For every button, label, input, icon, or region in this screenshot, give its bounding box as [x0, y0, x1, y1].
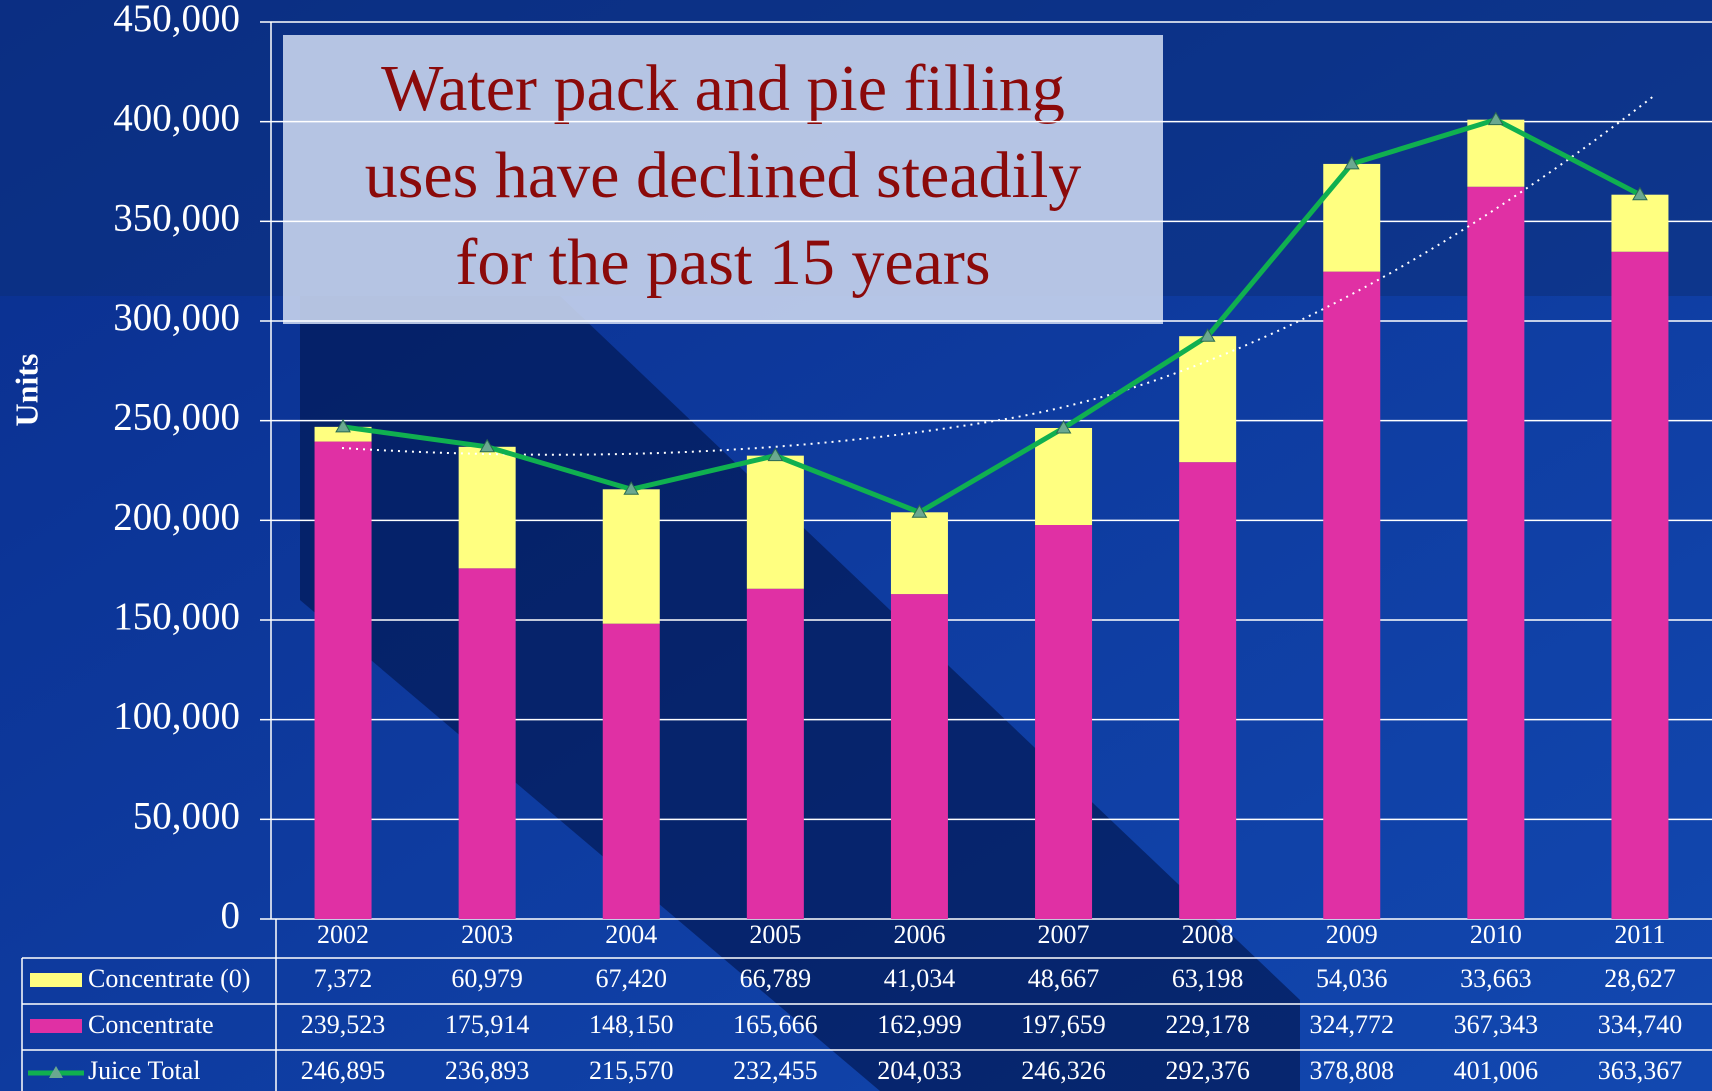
bar [1179, 336, 1237, 463]
x-tick-label: 2002 [317, 920, 369, 949]
line-marker [1487, 111, 1504, 126]
legend-label: Concentrate (0) [88, 964, 250, 993]
y-tick-label: 400,000 [113, 97, 240, 140]
line-marker [1199, 328, 1216, 342]
bar [890, 512, 948, 595]
table-value: 197,659 [1021, 1010, 1106, 1039]
table-value: 324,772 [1310, 1010, 1395, 1039]
x-tick-label: 2006 [893, 920, 945, 949]
line-marker [623, 481, 640, 495]
annotation-text: uses have declined steadily [365, 139, 1082, 212]
line-marker [1055, 419, 1072, 434]
table-value: 67,420 [596, 964, 668, 993]
table-value: 33,663 [1460, 964, 1532, 993]
x-tick-label: 2004 [605, 920, 657, 949]
x-tick-label: 2008 [1182, 920, 1234, 949]
x-tick-label: 2009 [1326, 920, 1378, 949]
line-marker [335, 418, 351, 433]
table-value: 229,178 [1165, 1010, 1250, 1039]
x-tick-label: 2011 [1614, 920, 1665, 949]
table-value: 246,895 [301, 1056, 386, 1085]
bar [1611, 251, 1669, 920]
y-tick-label: 150,000 [113, 595, 240, 638]
bar [458, 446, 516, 569]
table-value: 378,808 [1310, 1056, 1395, 1085]
line-marker [479, 438, 496, 453]
legend-label: Juice Total [88, 1056, 201, 1085]
table-value: 232,455 [733, 1056, 818, 1085]
line [342, 116, 1642, 516]
table-value: 236,893 [445, 1056, 530, 1085]
table-value: 60,979 [451, 964, 523, 993]
legend-swatch [30, 973, 82, 987]
bar [1323, 271, 1381, 919]
annotation-text: Water pack and pie filling [381, 52, 1065, 125]
table-value: 215,570 [589, 1056, 674, 1085]
table-value: 292,376 [1165, 1056, 1250, 1085]
y-tick-label: 100,000 [113, 695, 240, 738]
bar [1179, 462, 1237, 919]
x-tick-label: 2003 [461, 920, 513, 949]
line-marker [1632, 186, 1648, 201]
annotation-box [283, 35, 1163, 324]
table-value: 28,627 [1604, 964, 1676, 993]
bar [1323, 163, 1381, 272]
line-marker [1343, 155, 1360, 170]
table-value: 162,999 [877, 1010, 962, 1039]
legend-marker [49, 1066, 63, 1078]
trend-line [341, 94, 1656, 456]
table-value: 63,198 [1172, 964, 1244, 993]
table-value: 239,523 [301, 1010, 386, 1039]
table-value: 148,150 [589, 1010, 674, 1039]
legend-label: Concentrate [88, 1010, 214, 1039]
y-tick-label: 350,000 [113, 196, 240, 239]
bar [1467, 186, 1525, 920]
y-axis-label: Units [8, 354, 44, 427]
line-marker [767, 447, 784, 462]
x-tick-label: 2005 [749, 920, 801, 949]
y-tick-label: 450,000 [113, 0, 240, 40]
table-value: 367,343 [1454, 1010, 1539, 1039]
table-value: 54,036 [1316, 964, 1388, 993]
annotation-text: for the past 15 years [455, 226, 990, 299]
table-value: 401,006 [1454, 1056, 1539, 1085]
table-value: 363,367 [1598, 1056, 1683, 1085]
bar [602, 623, 660, 919]
y-tick-label: 250,000 [113, 396, 240, 439]
bar [1035, 524, 1093, 919]
bar [314, 441, 372, 919]
bar [746, 588, 804, 919]
table-value: 334,740 [1598, 1010, 1683, 1039]
y-tick-label: 300,000 [113, 296, 240, 339]
legend-swatch [30, 1019, 82, 1033]
table-value: 204,033 [877, 1056, 962, 1085]
bar [890, 594, 948, 919]
bar [746, 455, 804, 589]
y-tick-label: 50,000 [133, 794, 240, 837]
bar [1035, 427, 1093, 525]
x-tick-label: 2007 [1038, 920, 1090, 949]
y-tick-label: 200,000 [113, 495, 240, 538]
table-value: 246,326 [1021, 1056, 1106, 1085]
bar [458, 568, 516, 919]
table-value: 7,372 [314, 964, 373, 993]
line-marker [911, 504, 928, 518]
table-value: 175,914 [445, 1010, 530, 1039]
table-value: 165,666 [733, 1010, 818, 1039]
y-tick-label: 0 [221, 894, 241, 937]
table-value: 66,789 [740, 964, 812, 993]
bar [1611, 194, 1669, 252]
table-value: 41,034 [884, 964, 956, 993]
table-value: 48,667 [1028, 964, 1100, 993]
bar [602, 489, 660, 624]
x-tick-label: 2010 [1470, 920, 1522, 949]
